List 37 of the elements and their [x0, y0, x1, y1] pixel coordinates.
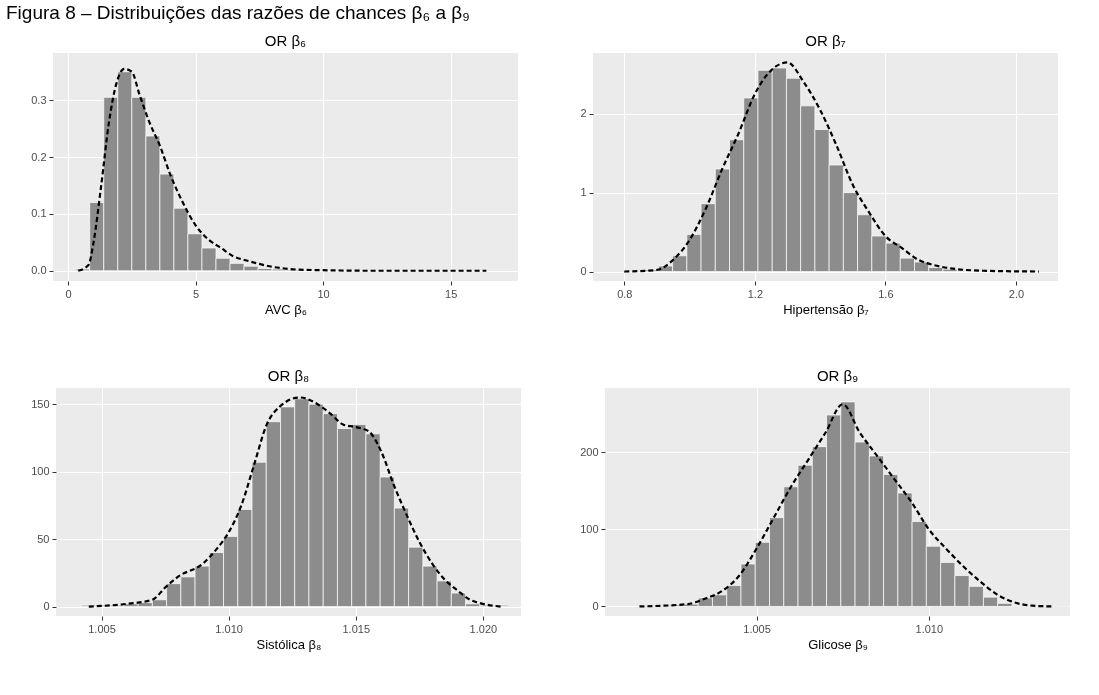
x-tick-label: 15 — [445, 287, 458, 300]
chart-title: OR β₉ — [816, 367, 859, 384]
chart-title: OR β₈ — [267, 367, 310, 384]
chart-title: OR β₇ — [805, 32, 846, 49]
x-tick-label: 1.010 — [915, 622, 944, 635]
y-tick-label: 2 — [580, 107, 587, 120]
chart-title: OR β₆ — [264, 32, 307, 49]
y-tick-label: 100 — [580, 522, 599, 535]
y-tick-label: 50 — [37, 532, 50, 545]
y-tick-label: 0 — [580, 265, 587, 278]
text: Figura 8 – Distribuições das razões de chances β₆ a β₉ — [5, 1, 471, 25]
x-tick-label: 1.005 — [743, 622, 771, 635]
x-tick-label: 5 — [193, 287, 200, 300]
x-tick-label: 1.005 — [88, 622, 116, 635]
x-tick-label: 1.6 — [878, 287, 894, 300]
y-tick-label: 200 — [580, 445, 599, 458]
y-tick-label: 0.3 — [31, 93, 47, 106]
x-tick-label: 10 — [317, 287, 330, 300]
x-tick-label: 2.0 — [1008, 287, 1025, 300]
y-tick-label: 100 — [31, 465, 50, 478]
x-tick-label: 1.2 — [747, 287, 763, 300]
x-axis-title: Hipertensão β₇ — [783, 301, 870, 317]
y-tick-label: 0 — [43, 600, 50, 613]
y-tick-label: 0.2 — [31, 150, 47, 163]
y-tick-label: 0.0 — [31, 264, 47, 277]
x-tick-label: 1.015 — [342, 622, 371, 635]
y-tick-label: 1 — [580, 186, 587, 199]
x-axis-title: Glicose β₉ — [808, 636, 868, 652]
x-axis-title: AVC β₆ — [264, 301, 308, 317]
x-tick-label: 0.8 — [617, 287, 633, 300]
x-axis-title: Sistólica β₈ — [256, 636, 322, 652]
y-tick-label: 150 — [31, 397, 50, 410]
y-tick-label: 0 — [592, 599, 599, 612]
x-tick-label: 0 — [65, 287, 72, 300]
y-tick-label: 0.1 — [31, 207, 47, 220]
x-tick-label: 1.020 — [469, 622, 498, 635]
x-tick-label: 1.010 — [215, 622, 243, 635]
